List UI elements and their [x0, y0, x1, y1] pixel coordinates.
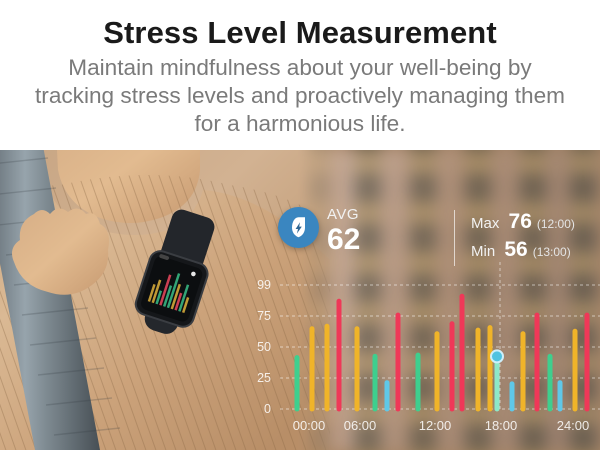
svg-text:00:00: 00:00 [293, 418, 326, 433]
svg-text:50: 50 [257, 340, 271, 354]
svg-text:25: 25 [257, 371, 271, 385]
svg-text:24:00: 24:00 [557, 418, 590, 433]
svg-text:0: 0 [264, 402, 271, 416]
svg-text:12:00: 12:00 [419, 418, 452, 433]
svg-text:18:00: 18:00 [485, 418, 518, 433]
svg-text:06:00: 06:00 [344, 418, 377, 433]
svg-text:75: 75 [257, 309, 271, 323]
svg-text:99: 99 [257, 278, 271, 292]
